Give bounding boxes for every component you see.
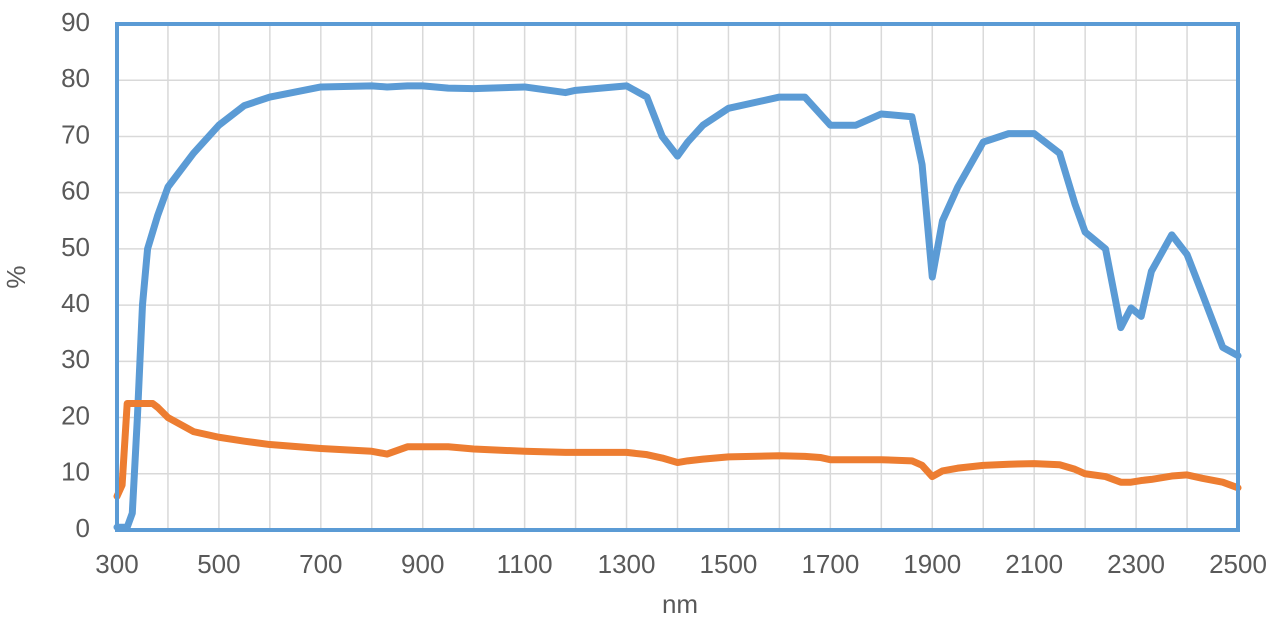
y-tick-label: 90 [61,7,90,37]
x-tick-label: 1300 [598,549,656,579]
y-tick-label: 0 [76,513,90,543]
y-tick-label: 30 [61,344,90,374]
y-tick-label: 60 [61,176,90,206]
plot-frame [115,22,1240,532]
y-tick-label: 10 [61,457,90,487]
x-tick-label: 2300 [1107,549,1165,579]
y-tick-label: 20 [61,400,90,430]
x-tick-label: 900 [401,549,444,579]
y-tick-label: 40 [61,288,90,318]
x-tick-label: 2100 [1005,549,1063,579]
y-axis-label: % [1,265,31,288]
y-tick-label: 80 [61,63,90,93]
x-axis-label: nm [662,589,698,619]
y-tick-label: 70 [61,119,90,149]
y-tick-label: 50 [61,232,90,262]
x-tick-label: 300 [95,549,138,579]
x-tick-label: 1700 [801,549,859,579]
data-line [113,82,1242,531]
data-line [113,400,1242,500]
x-tick-label: 1900 [903,549,961,579]
x-tick-label: 700 [299,549,342,579]
x-tick-label: 1100 [497,549,553,579]
x-tick-label: 2500 [1209,549,1267,579]
x-tick-label: 1500 [700,549,758,579]
x-tick-label: 500 [197,549,240,579]
